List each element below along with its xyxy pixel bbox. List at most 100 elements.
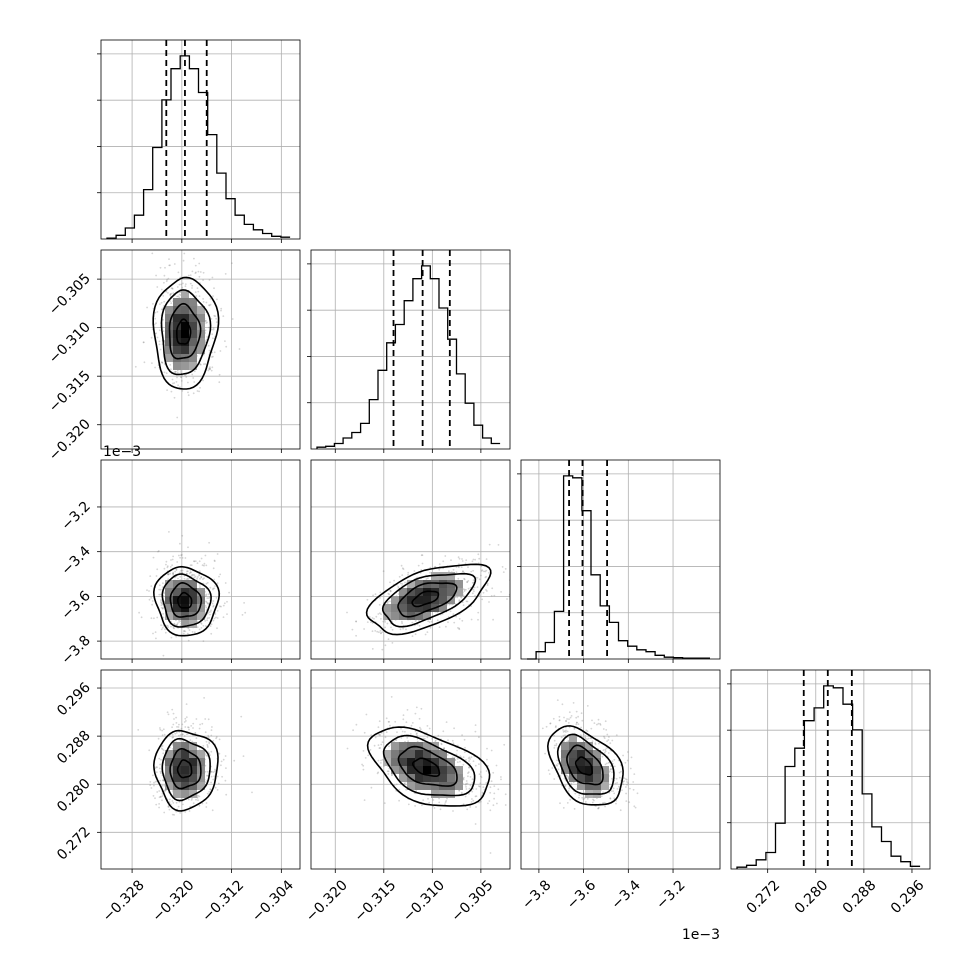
- sample-point: [465, 786, 467, 788]
- sample-point: [179, 542, 181, 545]
- sample-point: [458, 566, 460, 569]
- density-cell: [391, 596, 399, 604]
- density-cell: [383, 750, 391, 758]
- density-cell: [561, 766, 569, 774]
- sample-point: [188, 572, 191, 575]
- scatter-content: [346, 696, 507, 854]
- sample-point: [438, 626, 441, 628]
- sample-point: [179, 556, 182, 559]
- sample-point: [207, 593, 210, 596]
- y-tick-label: −0.320: [46, 416, 94, 464]
- sample-point: [162, 616, 165, 619]
- sample-point: [203, 577, 205, 580]
- y-tick-label: 0.280: [54, 776, 94, 816]
- sample-point: [172, 736, 175, 739]
- sample-point: [479, 775, 482, 778]
- sample-point: [434, 565, 437, 568]
- sample-point: [355, 723, 358, 726]
- histogram-panel-1: [307, 249, 511, 453]
- sample-point: [382, 620, 385, 623]
- sample-point: [240, 715, 243, 718]
- sample-point: [155, 771, 158, 774]
- contour-level-1: [412, 757, 441, 777]
- sample-point: [566, 718, 568, 720]
- density-cell: [439, 604, 447, 612]
- sample-point: [185, 376, 188, 378]
- sample-point: [553, 778, 556, 780]
- sample-point: [158, 790, 161, 792]
- sample-point: [208, 742, 211, 745]
- density-cell: [391, 766, 399, 774]
- sample-point: [198, 584, 201, 586]
- sample-point: [162, 330, 165, 332]
- sample-point: [204, 770, 207, 773]
- sample-point: [374, 593, 377, 595]
- sample-point: [214, 768, 216, 771]
- sample-point: [195, 271, 197, 274]
- histogram-steps: [106, 55, 291, 239]
- sample-point: [445, 800, 448, 802]
- sample-point: [596, 723, 598, 726]
- sample-point: [184, 285, 187, 288]
- sample-point: [184, 283, 187, 285]
- sample-point: [603, 801, 606, 804]
- sample-point: [176, 622, 179, 625]
- contour-level-4: [546, 725, 624, 806]
- sample-point: [159, 348, 162, 351]
- x-tick-label: −0.315: [351, 877, 399, 925]
- sample-point: [574, 792, 577, 795]
- x-tick-label: −3.6: [564, 877, 599, 912]
- sample-point: [500, 776, 502, 778]
- sample-point: [463, 751, 466, 754]
- sample-point: [448, 603, 451, 606]
- sample-point: [629, 787, 631, 790]
- density-cell: [173, 588, 181, 596]
- sample-point: [206, 745, 209, 747]
- sample-point: [171, 736, 174, 739]
- sample-point: [189, 571, 192, 573]
- sample-point: [458, 563, 460, 565]
- sample-point: [563, 730, 566, 733]
- sample-point: [178, 621, 181, 623]
- sample-point: [169, 300, 172, 302]
- sample-point: [569, 798, 572, 801]
- y-tick-label: −3.4: [58, 543, 93, 578]
- sample-point: [162, 728, 165, 731]
- sample-point: [575, 716, 578, 719]
- sample-point: [199, 586, 201, 588]
- sample-point: [170, 287, 173, 290]
- sample-point: [168, 258, 170, 260]
- sample-point: [187, 798, 190, 801]
- sample-point: [178, 283, 181, 286]
- sample-point: [158, 767, 161, 770]
- density-cell: [399, 596, 407, 604]
- sample-point: [474, 724, 477, 726]
- sample-point: [407, 571, 410, 574]
- sample-point: [427, 577, 429, 580]
- y-tick-label: −3.6: [58, 588, 93, 623]
- sample-point: [438, 563, 441, 565]
- sample-point: [566, 774, 568, 777]
- sample-point: [220, 760, 223, 763]
- density-cell: [165, 346, 173, 354]
- sample-point: [204, 319, 207, 322]
- sample-point: [462, 763, 465, 766]
- sample-point: [384, 626, 386, 629]
- sample-point: [182, 632, 185, 635]
- density-cell: [455, 766, 463, 774]
- sample-point: [376, 630, 379, 633]
- sample-point: [161, 795, 164, 797]
- density-cell: [415, 758, 423, 766]
- sample-point: [581, 719, 584, 722]
- sample-point: [591, 801, 594, 804]
- sample-point: [577, 715, 579, 718]
- sample-point: [375, 615, 378, 618]
- sample-point: [371, 630, 374, 633]
- sample-point: [398, 575, 401, 578]
- sample-point: [475, 795, 478, 797]
- sample-point: [616, 788, 619, 790]
- sample-point: [163, 784, 166, 787]
- sample-point: [443, 747, 446, 750]
- sample-point: [467, 757, 470, 760]
